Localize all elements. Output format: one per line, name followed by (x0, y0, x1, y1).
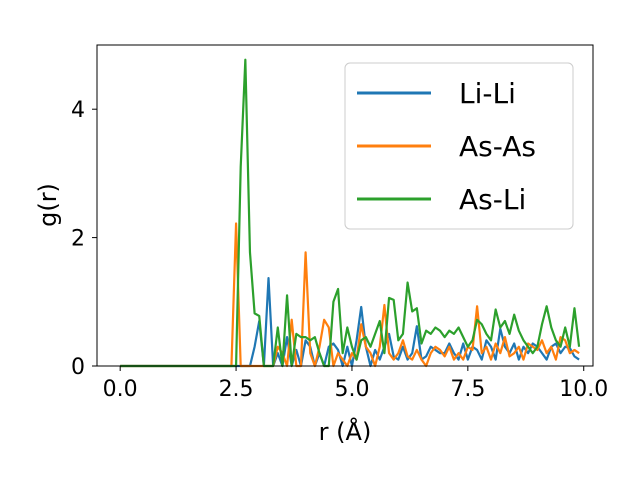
plot-frame (96, 44, 594, 367)
x-axis: 0.0 2.5 5.0 7.5 10.0 (103, 366, 608, 402)
x-tick-label: 10.0 (559, 377, 608, 402)
y-tick-label: 4 (71, 98, 85, 123)
x-axis-label: r (Å) (319, 417, 372, 446)
legend-box (344, 62, 574, 230)
x-tick-label: 7.5 (450, 377, 485, 402)
series-layer (120, 58, 581, 368)
x-tick-label: 2.5 (219, 377, 254, 402)
y-axis: 0 2 4 (71, 98, 97, 380)
y-tick-label: 2 (71, 227, 85, 252)
series-line-as-as (120, 222, 580, 368)
x-tick-label: 5.0 (334, 377, 369, 402)
series-line-as-li (120, 58, 581, 368)
series-line-li-li (120, 276, 580, 368)
legend-label-as-as: As-As (459, 130, 536, 163)
y-axis-label: g(r) (34, 183, 62, 227)
legend-label-li-li: Li-Li (459, 77, 516, 110)
legend: Li-Li As-As As-Li (344, 62, 574, 230)
legend-label-as-li: As-Li (459, 183, 526, 216)
y-tick-label: 0 (71, 355, 85, 380)
x-tick-label: 0.0 (103, 377, 138, 402)
